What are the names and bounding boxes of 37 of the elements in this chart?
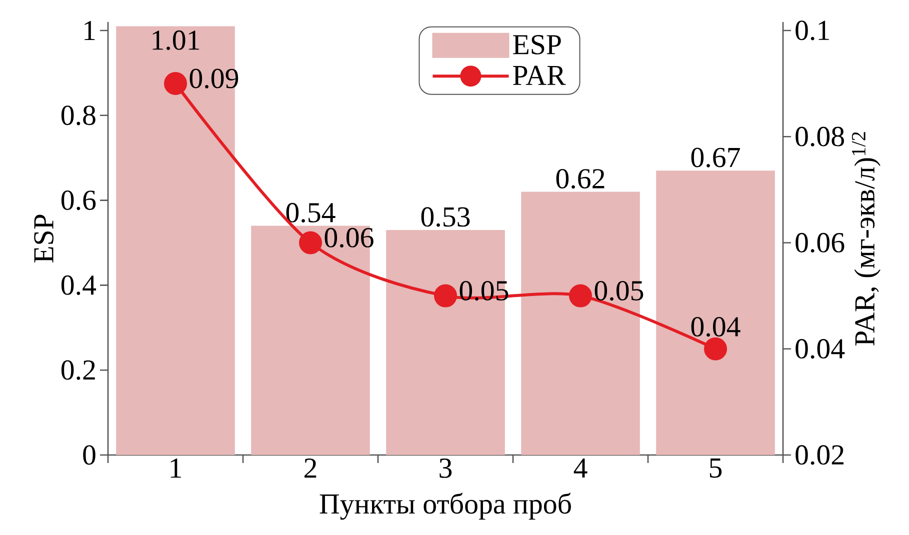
point xyxy=(704,337,728,360)
point xyxy=(299,231,322,254)
point xyxy=(164,72,188,96)
y2-tick-label: 0.08 xyxy=(796,126,844,146)
data-label: 0.67 xyxy=(691,148,740,168)
legend-label: ESP xyxy=(513,35,561,54)
data-label: 0.54 xyxy=(286,202,336,223)
bar xyxy=(656,170,775,455)
y2-tick-label: 0.1 xyxy=(796,20,829,40)
data-label: 1.01 xyxy=(152,30,200,50)
point xyxy=(569,284,592,308)
data-label: 0.06 xyxy=(324,228,374,248)
data-label: 0.05 xyxy=(594,280,644,301)
y2-tick-label: 0.04 xyxy=(796,339,845,359)
y-tick-label: 0.8 xyxy=(61,106,96,126)
x-axis-title: Пункты отбора проб xyxy=(320,492,571,520)
data-label: 0.62 xyxy=(556,168,604,189)
x-tick-label: 1 xyxy=(170,458,181,478)
x-tick-label: 2 xyxy=(304,458,316,478)
y-tick-label: 1 xyxy=(84,20,95,40)
y-tick-label: 0 xyxy=(83,445,96,465)
y2-tick-label: 0.06 xyxy=(796,232,844,253)
y2-tick-label: 0.02 xyxy=(796,445,844,465)
x-tick-label: 5 xyxy=(710,458,722,478)
legend-label: PAR xyxy=(513,66,566,85)
x-tick-label: 4 xyxy=(574,458,588,478)
y2-axis-title: PAR, (мг-экв/л)$^{1/2}$ xyxy=(852,132,880,346)
y-tick-label: 0.6 xyxy=(61,190,96,210)
data-label: 0.04 xyxy=(691,317,740,337)
y-tick-label: 0.2 xyxy=(61,360,95,380)
data-label: 0.09 xyxy=(190,68,238,88)
point xyxy=(434,284,458,308)
x-tick-label: 3 xyxy=(440,458,452,478)
y-axis-title: ESP xyxy=(34,214,54,263)
y-tick-label: 0.4 xyxy=(61,275,96,296)
data-label: 0.05 xyxy=(460,280,508,301)
data-label: 0.53 xyxy=(421,207,470,227)
